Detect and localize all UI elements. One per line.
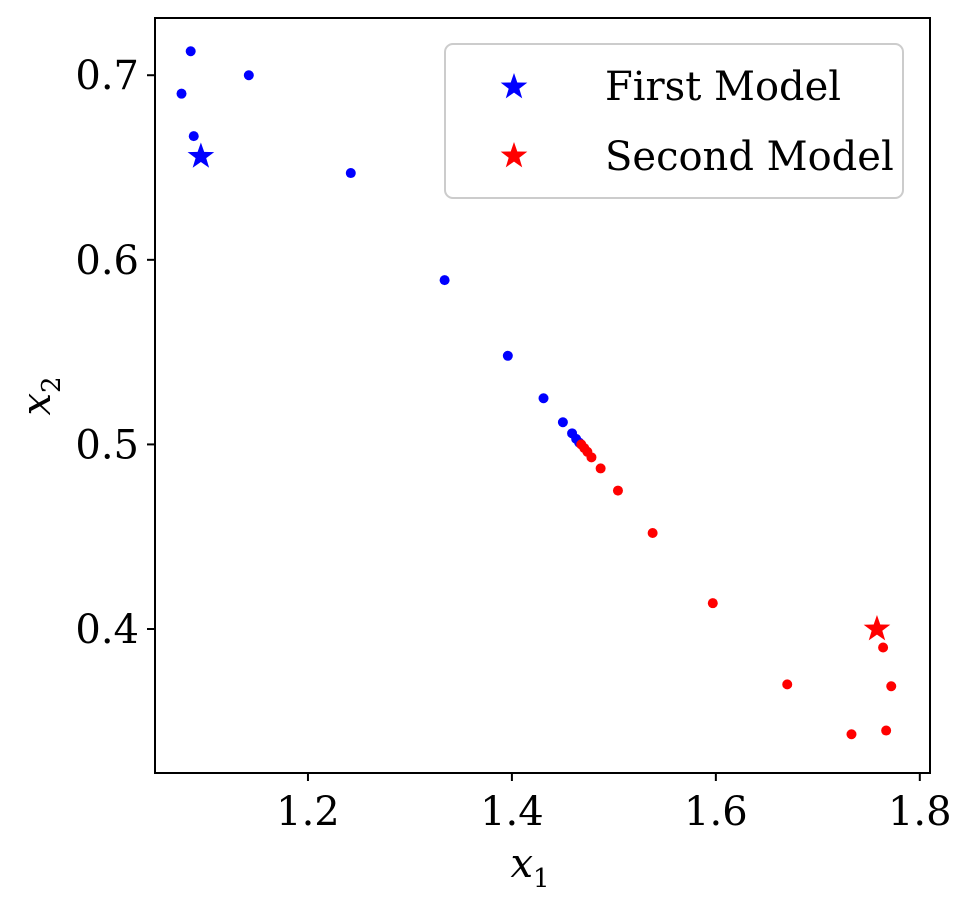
data-point-series-1	[612, 485, 623, 496]
data-point-series-0	[188, 131, 199, 142]
data-point-series-1	[707, 598, 718, 609]
y-axis: 0.4 0.5 0.6 0.7	[75, 53, 155, 653]
data-point-series-0	[538, 393, 549, 404]
data-points	[176, 46, 897, 740]
data-point-series-0	[502, 350, 513, 361]
y-tick-label: 0.5	[75, 422, 139, 468]
data-point-series-1	[586, 452, 597, 463]
legend: First Model Second Model	[444, 43, 904, 199]
data-point-series-1	[846, 729, 857, 740]
x-tick-label: 1.4	[480, 789, 544, 835]
x-axis-label: x1	[510, 841, 549, 894]
legend-marker-first-model	[500, 73, 528, 99]
data-point-series-0	[185, 46, 196, 57]
legend-label-second-model: Second Model	[605, 134, 894, 180]
legend-label-first-model: First Model	[605, 64, 841, 110]
data-point-series-0	[243, 70, 254, 81]
x-tick-label: 1.8	[888, 789, 952, 835]
y-axis-label: x2	[14, 376, 67, 415]
x-tick-label: 1.6	[684, 789, 748, 835]
data-point-series-1	[595, 463, 606, 474]
star-marker-series-1	[863, 615, 891, 641]
data-point-series-1	[878, 642, 889, 653]
data-point-series-1	[881, 725, 892, 736]
star-marker-series-0	[187, 142, 215, 168]
data-point-series-1	[782, 679, 793, 690]
data-point-series-0	[557, 417, 568, 428]
data-point-series-0	[439, 275, 450, 286]
x-tick-label: 1.2	[276, 789, 340, 835]
data-point-series-0	[345, 168, 356, 179]
legend-box	[444, 43, 904, 199]
data-point-series-1	[886, 681, 897, 692]
data-point-series-0	[176, 88, 187, 99]
y-tick-label: 0.7	[75, 53, 139, 99]
y-tick-label: 0.6	[75, 238, 139, 284]
legend-marker-second-model	[500, 142, 528, 168]
x-axis: 1.2 1.4 1.6 1.8	[276, 773, 952, 835]
y-tick-label: 0.4	[75, 607, 139, 653]
data-point-series-1	[647, 528, 658, 539]
